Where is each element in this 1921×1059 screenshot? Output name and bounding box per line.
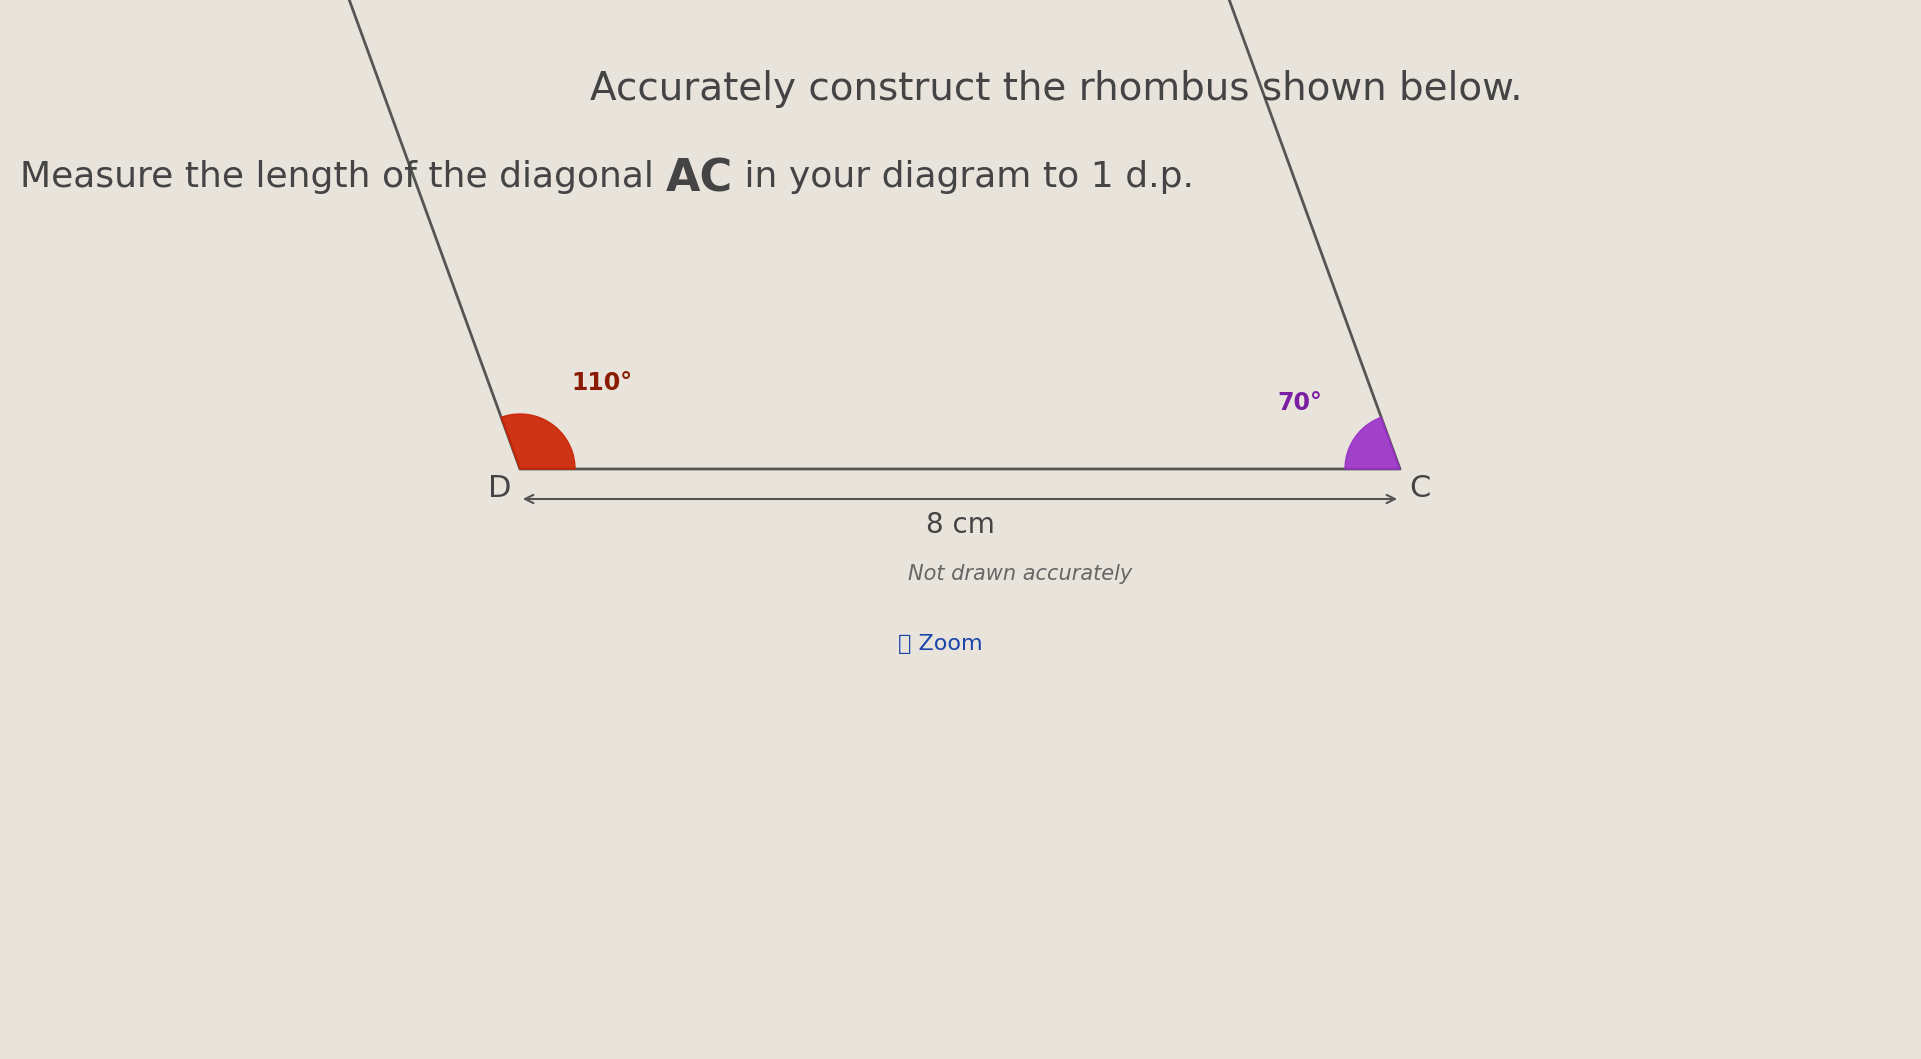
Text: D: D xyxy=(488,474,511,503)
Text: Not drawn accurately: Not drawn accurately xyxy=(909,564,1131,584)
Text: 70°: 70° xyxy=(1277,391,1322,414)
Text: 110°: 110° xyxy=(572,372,632,395)
Text: in your diagram to 1 d.p.: in your diagram to 1 d.p. xyxy=(732,160,1193,194)
Polygon shape xyxy=(1345,417,1400,469)
Text: Measure the length of the diagonal: Measure the length of the diagonal xyxy=(19,160,665,194)
Text: AC: AC xyxy=(665,158,732,201)
Polygon shape xyxy=(501,414,574,469)
Text: 8 cm: 8 cm xyxy=(926,511,995,539)
Text: C: C xyxy=(1408,474,1431,503)
Text: 🔍 Zoom: 🔍 Zoom xyxy=(897,634,982,654)
Text: Accurately construct the rhombus shown below.: Accurately construct the rhombus shown b… xyxy=(590,70,1523,108)
